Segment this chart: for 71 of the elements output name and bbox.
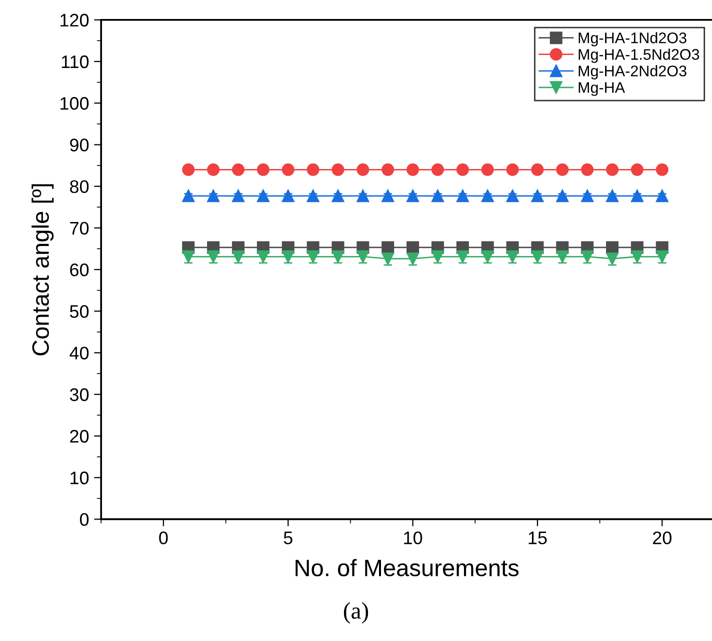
point	[406, 190, 420, 202]
point	[606, 163, 619, 176]
point	[531, 163, 544, 176]
y-tick-label: 70	[70, 222, 89, 235]
point	[456, 163, 469, 176]
point	[431, 163, 444, 176]
point	[306, 163, 320, 176]
point	[656, 163, 668, 176]
y-tick-label: 0	[80, 513, 89, 526]
point	[382, 241, 394, 254]
point	[531, 190, 544, 202]
y-tick-label: 110	[62, 55, 89, 68]
y-tick-label: 60	[70, 263, 89, 276]
point	[606, 252, 619, 265]
y-tick-label: 120	[60, 14, 89, 27]
point	[581, 190, 594, 202]
point	[556, 190, 569, 202]
y-tick-label: 10	[70, 472, 89, 484]
point	[282, 163, 294, 176]
point	[506, 190, 519, 202]
point	[232, 163, 244, 176]
y-tick-label: 80	[70, 180, 89, 194]
point	[456, 190, 469, 202]
y-tick-label: 30	[70, 388, 89, 402]
x-tick-label: 10	[404, 531, 422, 544]
point	[406, 163, 420, 176]
point	[431, 190, 444, 202]
point	[332, 163, 344, 176]
point	[232, 250, 244, 263]
y-tick-label: 20	[70, 430, 89, 443]
point	[207, 190, 220, 202]
point	[406, 252, 420, 265]
legend-label: Mg-HA-1Nd2O3	[578, 32, 686, 46]
point	[382, 163, 394, 176]
point	[356, 190, 370, 202]
y-tick-label: 100	[60, 97, 89, 110]
point	[356, 163, 370, 176]
point	[630, 190, 644, 202]
point	[506, 163, 519, 176]
point	[606, 241, 619, 254]
y-tick-label: 90	[70, 138, 89, 152]
legend-label: Mg-HA-2Nd2O3	[578, 65, 686, 80]
point	[630, 163, 644, 176]
point	[481, 190, 494, 202]
x-axis-title: No. of Measurements	[296, 558, 519, 576]
x-tick-label: 20	[653, 531, 672, 544]
y-tick-label: 40	[70, 346, 89, 360]
x-tick-label: 5	[284, 532, 292, 544]
point	[232, 190, 244, 202]
point	[606, 190, 619, 202]
legend-label: Mg-HA-1.5Nd2O3	[578, 48, 700, 63]
point	[406, 241, 420, 254]
point	[182, 190, 195, 202]
point	[256, 190, 270, 202]
point	[382, 190, 394, 202]
x-tick-label: 15	[528, 532, 547, 544]
point	[332, 190, 344, 202]
point	[481, 163, 494, 176]
point	[182, 163, 195, 176]
legend-label: Mg-HA	[578, 82, 626, 96]
point	[581, 163, 594, 176]
x-tick-label: 0	[159, 531, 168, 544]
text: (a)	[344, 602, 368, 624]
y-axis-title: Contact angle [º]	[32, 184, 54, 356]
point	[306, 190, 320, 202]
point	[656, 190, 668, 202]
y-tick-label: 50	[70, 305, 89, 318]
point	[556, 163, 569, 176]
point	[282, 190, 294, 202]
point	[207, 163, 220, 176]
point	[256, 163, 270, 176]
